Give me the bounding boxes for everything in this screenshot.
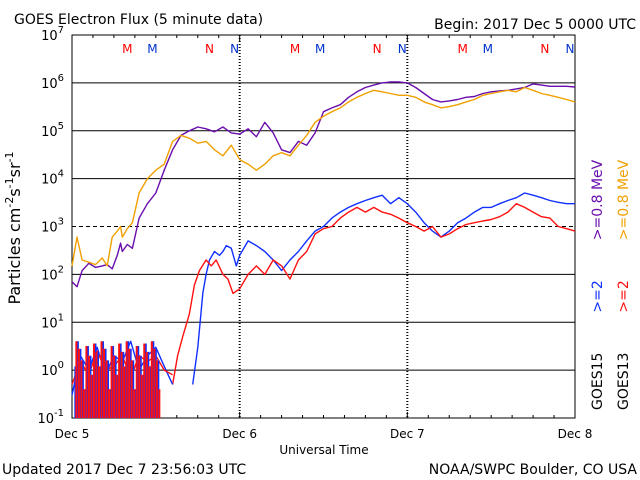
y-tick-label: 103 [41,217,64,236]
marker-label: M [290,42,300,56]
y-tick-label: 102 [41,264,64,283]
y-axis-label: Particles cm-2s-1sr-1 [3,151,24,304]
y-axis-ticks: 10-1 100 101 102 103 104 105 106 107 [37,25,64,427]
data-series [71,81,576,418]
x-tick-label: Dec 8 [558,427,593,441]
marker-label: N [205,42,214,56]
marker-label: N [230,42,239,56]
y-tick-label: 10-1 [37,408,64,427]
marker-label: N [398,42,407,56]
begin-date: Begin: 2017 Dec 5 0000 UTC [434,17,636,33]
x-tick-label: Dec 6 [222,427,257,441]
y-tick-label: 104 [41,169,64,188]
chart-title: GOES Electron Flux (5 minute data) [14,12,263,28]
credit-line: NOAA/SWPC Boulder, CO USA [429,462,638,478]
series-line-0 [71,81,576,288]
x-tick-label: Dec 5 [55,427,90,441]
legend-goes15-08mev: >=0.8 MeV [590,159,606,240]
y-tick-label: 105 [41,121,64,140]
marker-label: N [373,42,382,56]
series-line-2 [192,192,575,385]
y-tick-label: 100 [41,360,64,379]
marker-label: M [457,42,467,56]
legend-goes13: GOES13 >=2 >=0.8 MeV [616,159,632,410]
x-axis-label: Universal Time [279,443,368,457]
series-line-1 [71,86,576,267]
y-tick-label: 107 [41,25,64,44]
series-line-3 [171,202,576,385]
legend-goes13-08mev: >=0.8 MeV [616,159,632,240]
x-tick-label: Dec 7 [390,427,425,441]
legend-goes15: GOES15 >=2 >=0.8 MeV [590,159,606,410]
marker-label: N [540,42,549,56]
legend-goes13-2mev: >=2 [616,280,632,312]
y-tick-label: 106 [41,73,64,92]
marker-label: M [483,42,493,56]
y-tick-label: 101 [41,312,64,331]
legend-goes13-sat: GOES13 [616,353,632,410]
legend-goes15-2mev: >=2 [590,280,606,312]
marker-label: N [565,42,574,56]
legend-goes15-sat: GOES15 [590,353,606,410]
updated-timestamp: Updated 2017 Dec 7 23:56:03 UTC [2,462,246,478]
marker-label: M [147,42,157,56]
marker-label: M [122,42,132,56]
marker-label: M [315,42,325,56]
